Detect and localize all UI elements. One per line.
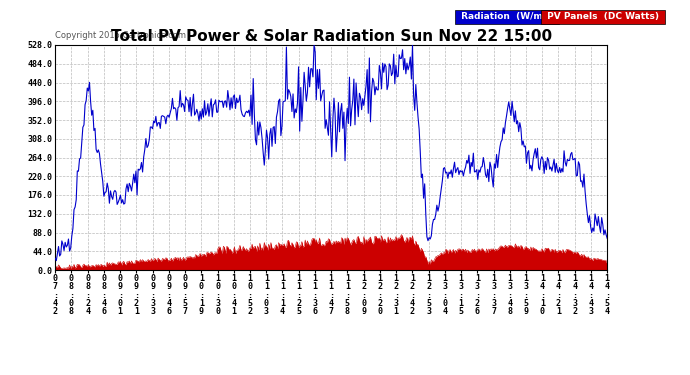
Text: PV Panels  (DC Watts): PV Panels (DC Watts)	[544, 12, 662, 21]
Text: Copyright 2015 Cartronics.com: Copyright 2015 Cartronics.com	[55, 32, 186, 40]
Title: Total PV Power & Solar Radiation Sun Nov 22 15:00: Total PV Power & Solar Radiation Sun Nov…	[110, 29, 552, 44]
Text: Radiation  (W/m2): Radiation (W/m2)	[458, 12, 556, 21]
